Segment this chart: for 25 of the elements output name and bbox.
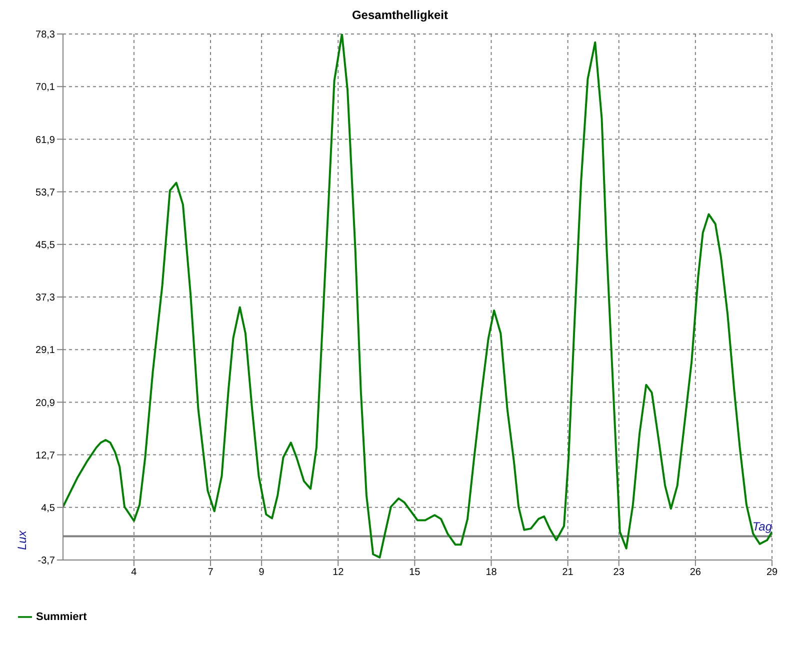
x-tick-label: 29: [766, 567, 778, 578]
y-tick-label: 78,3: [36, 30, 56, 41]
y-tick-label: 53,7: [36, 187, 56, 198]
y-tick-label: 20,9: [36, 398, 56, 409]
y-tick-label: 29,1: [36, 345, 56, 356]
x-tick-label: 21: [562, 567, 574, 578]
y-tick-label: 4,5: [41, 502, 56, 514]
chart-title: Gesamthelligkeit: [350, 8, 450, 24]
x-tick-label: 26: [690, 567, 702, 578]
x-tick-label: 15: [409, 567, 421, 578]
x-axis-title: Tag: [752, 520, 772, 534]
x-tick-label: 18: [486, 567, 498, 578]
y-tick-label: 70,1: [36, 82, 56, 94]
y-tick-label: 37,3: [36, 292, 56, 304]
x-tick-label: 9: [258, 567, 265, 578]
x-tick-label: 4: [131, 567, 138, 578]
y-tick-label: 12,7: [36, 450, 56, 462]
y-tick-label: 45,5: [36, 240, 56, 251]
x-tick-label: 23: [613, 567, 625, 578]
y-tick-label: -3,7: [38, 556, 56, 567]
y-tick-label: 61,9: [36, 134, 56, 146]
x-tick-label: 12: [332, 567, 344, 578]
legend-label: Summiert: [36, 610, 87, 623]
y-axis-title: Lux: [15, 530, 29, 550]
x-tick-label: 7: [208, 567, 214, 578]
